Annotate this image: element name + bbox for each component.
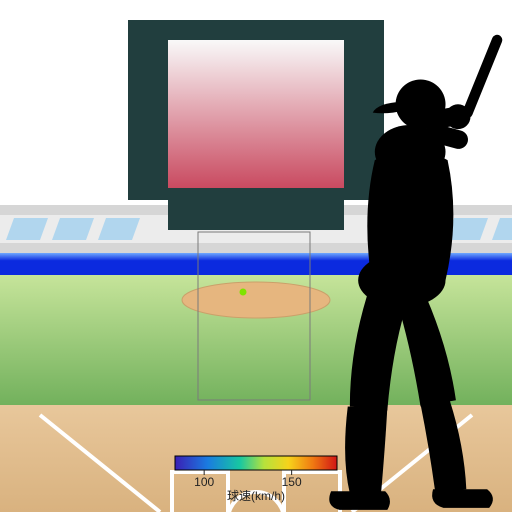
legend-colorbar	[175, 456, 337, 470]
pitch-point	[240, 289, 247, 296]
scoreboard-screen	[168, 40, 344, 188]
legend-tick-label: 150	[282, 475, 302, 489]
scoreboard-base	[168, 200, 344, 230]
baseball-pitch-chart: 100 150球速(km/h)	[0, 0, 512, 512]
pitchers-mound	[182, 282, 330, 318]
legend-axis-label: 球速(km/h)	[227, 489, 285, 503]
legend-tick-label: 100	[194, 475, 214, 489]
